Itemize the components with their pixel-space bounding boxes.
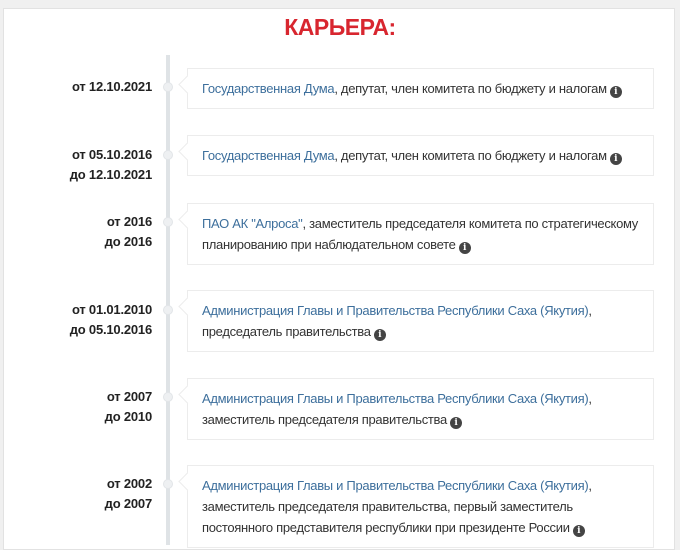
career-card: Администрация Главы и Правительства Респ…	[187, 378, 654, 440]
date-from: от 2007	[106, 389, 152, 404]
timeline-dot	[163, 392, 173, 402]
position-text: , заместитель председателя комитета по с…	[202, 216, 638, 252]
organization-link[interactable]: Государственная Дума	[202, 148, 335, 163]
info-circle-icon[interactable]: i	[572, 525, 585, 537]
career-card: Государственная Дума, депутат, член коми…	[187, 135, 654, 176]
career-card: Администрация Главы и Правительства Респ…	[187, 465, 654, 548]
date-from: от 12.10.2021	[71, 79, 152, 94]
position-text: , председатель правительства	[202, 303, 592, 339]
organization-link[interactable]: Администрация Главы и Правительства Респ…	[202, 391, 589, 406]
timeline-line	[166, 55, 170, 545]
position-text: , заместитель председателя правительства	[202, 391, 592, 427]
organization-link[interactable]: ПАО АК "Алроса"	[202, 216, 303, 231]
date-to: до 12.10.2021	[69, 167, 152, 182]
position-text: , заместитель председателя правительства…	[202, 478, 592, 535]
career-card: Государственная Дума, депутат, член коми…	[187, 68, 654, 109]
timeline-dot	[163, 150, 173, 160]
date-range: от 2002 до 2007	[104, 474, 153, 514]
date-range: от 2007 до 2010	[104, 387, 153, 427]
date-to: до 2007	[104, 496, 153, 511]
timeline-dot	[163, 82, 173, 92]
date-range: от 05.10.2016 до 12.10.2021	[70, 145, 152, 185]
date-to: до 2016	[104, 234, 153, 249]
timeline-dot	[163, 479, 173, 489]
organization-link[interactable]: Государственная Дума	[202, 81, 335, 96]
info-circle-icon[interactable]: i	[609, 153, 622, 165]
date-range: от 2016 до 2016	[104, 212, 153, 252]
info-circle-icon[interactable]: i	[373, 329, 386, 341]
date-range: от 01.01.2010 до 05.10.2016	[70, 300, 152, 340]
date-from: от 01.01.2010	[71, 302, 152, 317]
career-card: ПАО АК "Алроса", заместитель председател…	[187, 203, 654, 265]
section-title: КАРЬЕРА:	[284, 14, 396, 40]
timeline-dot	[163, 217, 173, 227]
organization-link[interactable]: Администрация Главы и Правительства Респ…	[202, 478, 589, 493]
career-card: Администрация Главы и Правительства Респ…	[187, 290, 654, 352]
position-text: , депутат, член комитета по бюджету и на…	[334, 81, 607, 96]
date-range: от 12.10.2021	[72, 77, 152, 97]
timeline-dot	[163, 305, 173, 315]
organization-link[interactable]: Администрация Главы и Правительства Респ…	[202, 303, 589, 318]
date-from: от 05.10.2016	[71, 147, 152, 162]
position-text: , депутат, член комитета по бюджету и на…	[334, 148, 607, 163]
info-circle-icon[interactable]: i	[449, 417, 462, 429]
info-circle-icon[interactable]: i	[458, 242, 471, 254]
date-from: от 2016	[106, 214, 152, 229]
info-circle-icon[interactable]: i	[609, 86, 622, 98]
date-to: до 2010	[104, 409, 153, 424]
date-from: от 2002	[106, 476, 152, 491]
date-to: до 05.10.2016	[69, 322, 152, 337]
